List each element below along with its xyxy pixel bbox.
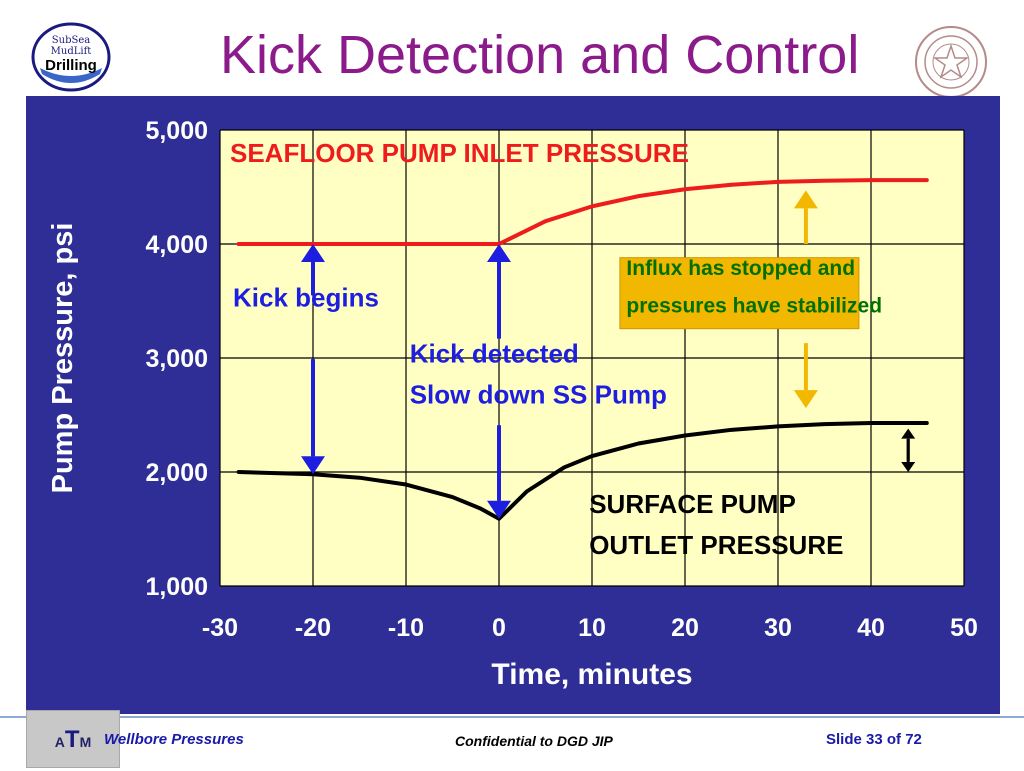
y-axis-label: Pump Pressure, psi <box>47 223 79 494</box>
texas-am-seal <box>902 24 1000 100</box>
x-tick-label: 30 <box>764 614 792 642</box>
footer-topic: Wellbore Pressures <box>104 731 244 748</box>
atm-badge-a: A <box>54 734 65 750</box>
atm-badge-m: M <box>79 734 92 750</box>
x-tick-label: 40 <box>857 614 885 642</box>
atm-badge-t: T <box>64 726 80 753</box>
logo-line-1: SubSea <box>52 35 90 46</box>
atm-badge: ATM <box>26 710 120 768</box>
annotation-label: Slow down SS Pump <box>410 380 667 410</box>
annotation-arrow <box>793 190 818 244</box>
university-seal-icon <box>915 26 987 98</box>
x-axis-label: Time, minutes <box>491 658 692 691</box>
slide-title: Kick Detection and Control <box>220 25 860 85</box>
annotation-arrow <box>793 343 818 409</box>
annotation-arrow <box>901 438 916 472</box>
annotation-arrow <box>487 244 511 339</box>
footer-confidential: Confidential to DGD JIP <box>455 733 613 749</box>
footer-divider <box>0 716 1024 718</box>
annotation-label: Kick detected <box>410 339 579 369</box>
axis-ticks: -30 -20 -10 0 10 20 30 40 50 1,000 2,000 3,000 4,000… <box>145 117 977 642</box>
x-tick-label: 10 <box>578 614 606 642</box>
influx-note-line: Influx has stopped and <box>626 257 855 280</box>
series-label-inlet: SEAFLOOR PUMP INLET PRESSURE <box>230 138 689 168</box>
influx-note-box <box>619 257 860 330</box>
series-line-seafloor-inlet <box>236 178 929 246</box>
annotation-arrow <box>301 244 325 296</box>
x-tick-label: -20 <box>295 614 331 642</box>
x-tick-label: 50 <box>950 614 978 642</box>
annotation-arrow <box>301 359 325 475</box>
annotation-label: OUTLET PRESSURE <box>589 530 843 560</box>
slide-counter: Slide 33 of 72 <box>826 731 922 748</box>
annotation-arrow <box>487 425 511 519</box>
y-tick-label: 3,000 <box>145 345 208 373</box>
x-tick-label: 20 <box>671 614 699 642</box>
x-tick-label: -10 <box>388 614 424 642</box>
chart-text: SEAFLOOR PUMP INLET PRESSURE Time, minute… <box>47 138 882 691</box>
chart-panel: -30 -20 -10 0 10 20 30 40 50 1,000 2,000 3,000 4,000… <box>26 96 1000 714</box>
subsea-mudlift-drilling-icon: SubSea MudLift Drilling <box>31 22 111 92</box>
y-tick-label: 5,000 <box>145 117 208 145</box>
annotation-label: Kick begins <box>233 283 379 313</box>
influx-note-line: pressures have stabilized <box>626 294 882 317</box>
pump-pressure-chart: -30 -20 -10 0 10 20 30 40 50 1,000 2,000 3,000 4,000… <box>47 117 978 691</box>
y-tick-label: 4,000 <box>145 231 208 259</box>
x-tick-label: -30 <box>202 614 238 642</box>
series-lines <box>236 178 929 521</box>
annotation-label: SURFACE PUMP <box>589 489 796 519</box>
logo-line-3: Drilling <box>45 57 97 74</box>
annotation-arrows <box>301 190 916 519</box>
x-tick-label: 0 <box>492 614 506 642</box>
y-tick-label: 1,000 <box>145 573 208 601</box>
y-tick-label: 2,000 <box>145 459 208 487</box>
subsea-mudlift-drilling-logo: SubSea MudLift Drilling <box>30 22 112 92</box>
logo-line-2: MudLift <box>51 46 92 57</box>
series-line-surface-outlet <box>236 420 929 521</box>
